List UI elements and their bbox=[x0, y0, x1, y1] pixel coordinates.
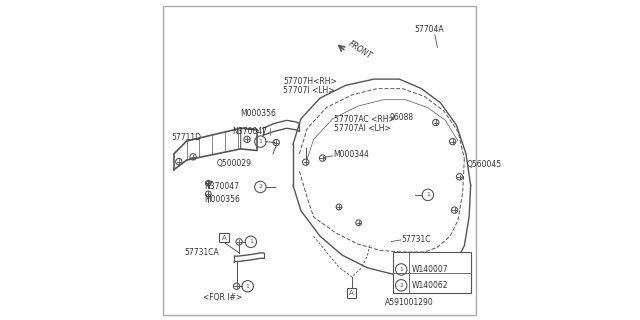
Text: N370047: N370047 bbox=[204, 181, 239, 190]
Text: M000356: M000356 bbox=[241, 108, 276, 117]
Text: 57731C: 57731C bbox=[402, 236, 431, 244]
Text: 96088: 96088 bbox=[389, 113, 413, 122]
Text: 1: 1 bbox=[249, 239, 253, 244]
Text: A: A bbox=[222, 235, 227, 241]
Text: 57731CA: 57731CA bbox=[185, 248, 220, 257]
Text: A: A bbox=[349, 290, 354, 296]
Text: N370047: N370047 bbox=[232, 127, 267, 136]
Text: <FOR I#>: <FOR I#> bbox=[203, 293, 242, 302]
Text: Q500029: Q500029 bbox=[217, 159, 252, 168]
Text: 57704A: 57704A bbox=[415, 25, 444, 35]
Text: 2: 2 bbox=[399, 283, 403, 288]
Text: 57707I <LH>: 57707I <LH> bbox=[283, 86, 334, 95]
Text: M000356: M000356 bbox=[204, 195, 240, 204]
Text: 57707AC <RH>: 57707AC <RH> bbox=[333, 115, 394, 124]
Text: FRONT: FRONT bbox=[347, 39, 374, 61]
Text: 1: 1 bbox=[426, 192, 430, 197]
Text: 1: 1 bbox=[246, 284, 250, 289]
Text: 57707AI <LH>: 57707AI <LH> bbox=[333, 124, 390, 133]
Text: M000344: M000344 bbox=[333, 150, 369, 159]
Text: 2: 2 bbox=[259, 184, 262, 189]
Text: A591001290: A591001290 bbox=[385, 298, 433, 307]
Bar bbox=[347, 288, 356, 298]
Text: W140007: W140007 bbox=[412, 265, 449, 274]
Text: 1: 1 bbox=[259, 139, 262, 144]
Bar bbox=[393, 252, 470, 293]
Text: Q560045: Q560045 bbox=[467, 160, 502, 169]
Text: 57711D: 57711D bbox=[172, 133, 202, 142]
Bar bbox=[220, 233, 229, 243]
Text: 1: 1 bbox=[399, 267, 403, 272]
Text: W140062: W140062 bbox=[412, 281, 449, 290]
Text: 57707H<RH>: 57707H<RH> bbox=[283, 77, 337, 86]
